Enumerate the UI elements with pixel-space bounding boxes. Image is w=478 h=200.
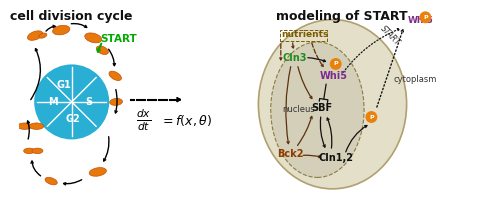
Text: nucleus: nucleus — [282, 105, 315, 114]
Ellipse shape — [17, 123, 32, 129]
Circle shape — [34, 64, 109, 139]
Text: START: START — [100, 34, 137, 44]
Ellipse shape — [271, 42, 364, 177]
Ellipse shape — [259, 20, 407, 189]
Text: P: P — [333, 61, 338, 66]
Text: P: P — [423, 15, 428, 20]
Ellipse shape — [110, 98, 122, 105]
Ellipse shape — [29, 123, 44, 129]
Text: START: START — [379, 24, 402, 47]
Text: M: M — [49, 97, 58, 107]
Ellipse shape — [45, 177, 57, 185]
Text: G2: G2 — [65, 114, 80, 124]
Ellipse shape — [97, 46, 109, 55]
Ellipse shape — [27, 31, 43, 40]
Text: cell division cycle: cell division cycle — [11, 10, 133, 23]
Text: $= f(x, \theta)$: $= f(x, \theta)$ — [160, 113, 212, 128]
Text: SBF: SBF — [311, 103, 333, 113]
Text: S: S — [86, 97, 93, 107]
Circle shape — [330, 58, 342, 70]
Circle shape — [419, 11, 431, 23]
Text: Bck2: Bck2 — [277, 149, 303, 159]
Text: G1: G1 — [56, 80, 71, 90]
Text: Whi5: Whi5 — [320, 71, 348, 81]
Ellipse shape — [24, 148, 35, 154]
Text: nutrients: nutrients — [281, 30, 328, 39]
Text: Cln1,2: Cln1,2 — [318, 153, 353, 163]
Ellipse shape — [109, 71, 121, 81]
Ellipse shape — [89, 168, 107, 176]
Text: modeling of START: modeling of START — [276, 10, 407, 23]
Text: Whi5: Whi5 — [408, 16, 434, 25]
Ellipse shape — [53, 25, 70, 35]
Text: Cln3: Cln3 — [282, 53, 307, 63]
Text: P: P — [369, 115, 374, 120]
Ellipse shape — [32, 148, 43, 154]
Text: cytoplasm: cytoplasm — [393, 75, 437, 84]
Ellipse shape — [85, 33, 102, 43]
Text: $\frac{dx}{dt}$: $\frac{dx}{dt}$ — [136, 107, 151, 133]
Ellipse shape — [39, 33, 47, 38]
Circle shape — [366, 111, 377, 123]
